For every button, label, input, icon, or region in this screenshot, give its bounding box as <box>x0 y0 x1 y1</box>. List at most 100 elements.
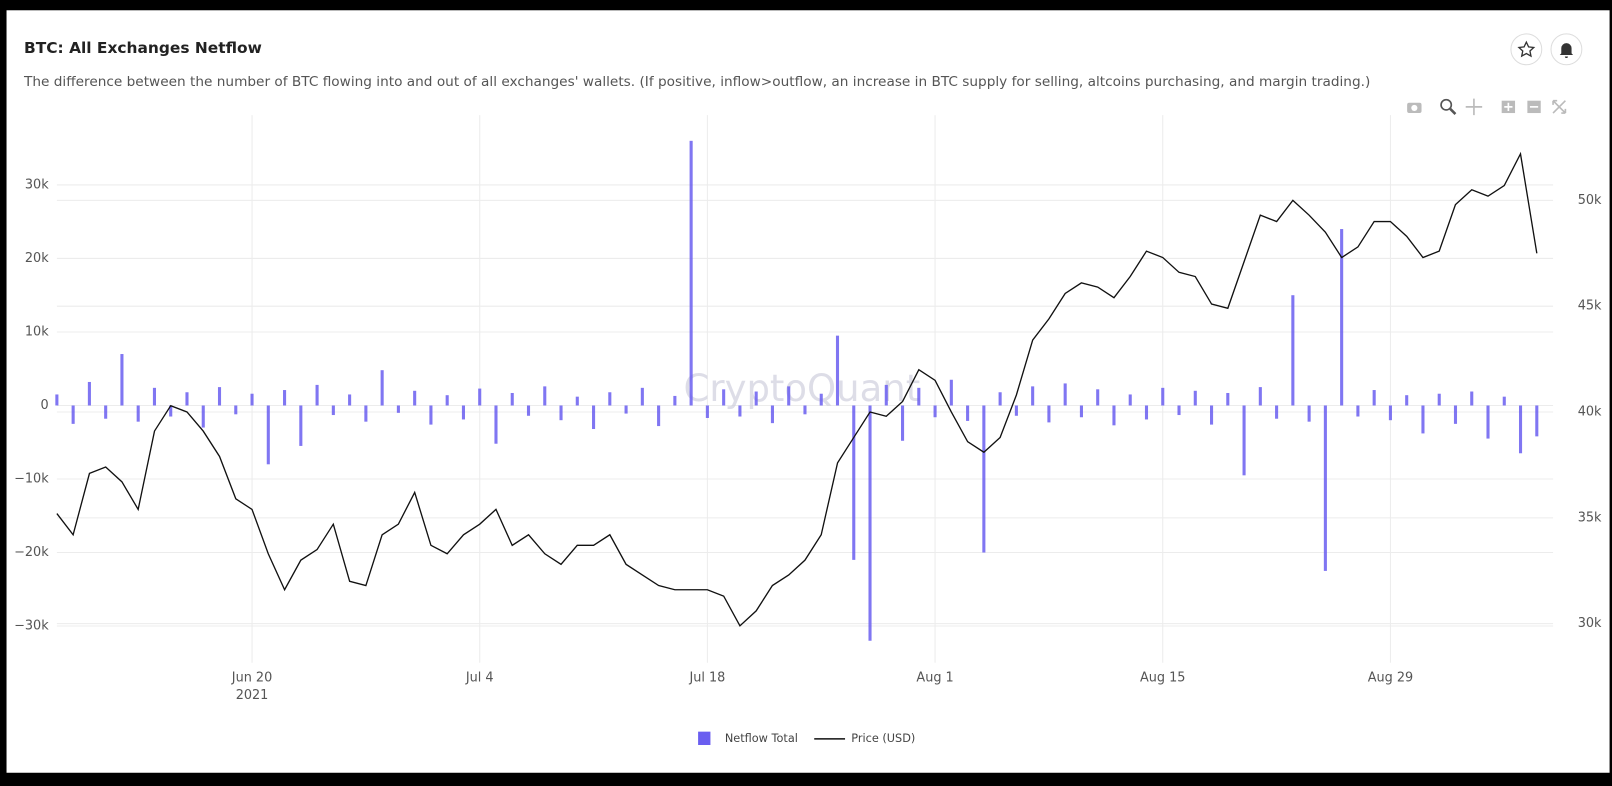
x-tick-label: Aug 1 <box>916 671 953 686</box>
bar <box>1258 387 1262 406</box>
bar <box>87 381 91 406</box>
bar <box>608 392 612 406</box>
bar <box>1210 405 1214 425</box>
bar <box>982 405 986 553</box>
reset-button[interactable] <box>1552 99 1567 114</box>
x-tick-label: Jul 4 <box>465 671 494 686</box>
y-tick-label: 30k <box>25 177 49 192</box>
camera-button[interactable] <box>1407 102 1422 114</box>
bar <box>689 140 693 406</box>
bar <box>1014 405 1018 416</box>
bar <box>543 386 547 406</box>
bar <box>461 405 465 420</box>
legend-label: Price (USD) <box>851 732 915 745</box>
bar <box>71 405 75 424</box>
y-tick-label: −30k <box>14 619 49 634</box>
bar <box>998 392 1002 406</box>
bar <box>1242 405 1246 476</box>
bar <box>1356 405 1360 417</box>
pan-button[interactable] <box>1465 98 1483 116</box>
bar <box>705 405 709 418</box>
bar <box>445 395 449 406</box>
y2-tick-label: 45k <box>1578 299 1602 314</box>
bar <box>673 395 677 406</box>
bar <box>1486 405 1490 439</box>
y2-tick-label: 35k <box>1578 510 1602 525</box>
bar <box>234 405 238 415</box>
bar <box>1177 405 1181 416</box>
bar <box>901 405 905 441</box>
bar <box>1031 386 1035 406</box>
bar <box>738 405 742 417</box>
bar <box>299 405 303 446</box>
y2-tick-label: 30k <box>1578 616 1602 631</box>
bar <box>1096 389 1100 406</box>
bar <box>494 405 498 444</box>
bar <box>1421 405 1425 434</box>
bar <box>1323 405 1327 571</box>
bar <box>396 405 400 413</box>
bar <box>1128 394 1132 406</box>
bar <box>1079 405 1083 418</box>
y-tick-label: −20k <box>14 545 49 560</box>
bar <box>575 396 579 406</box>
price-line <box>56 151 1538 627</box>
bar <box>868 405 872 641</box>
bar <box>1535 405 1539 437</box>
bar <box>1275 405 1279 419</box>
bar <box>770 405 774 424</box>
bar <box>380 370 384 406</box>
bar <box>1340 229 1344 406</box>
y-tick-label: −10k <box>14 472 49 487</box>
bar <box>933 405 937 418</box>
x-tick-label: Aug 15 <box>1140 671 1185 686</box>
y2-tick-label: 50k <box>1578 193 1602 208</box>
bar <box>152 387 157 406</box>
zoom-out-button[interactable] <box>1527 100 1541 114</box>
bar <box>169 405 173 417</box>
bar <box>787 386 791 406</box>
zoom-in-button[interactable] <box>1501 100 1516 114</box>
bar <box>1063 383 1067 406</box>
bar <box>803 405 807 415</box>
bar <box>331 405 335 416</box>
bar <box>510 392 514 406</box>
y-tick-label: 20k <box>25 251 49 266</box>
x-tick-label: Aug 29 <box>1368 671 1413 686</box>
legend-swatch <box>698 731 711 746</box>
bar <box>1405 395 1409 406</box>
bar <box>1437 393 1441 406</box>
chart-subtitle: The difference between the number of BTC… <box>23 74 1370 90</box>
bar <box>283 390 287 406</box>
bar <box>201 405 205 428</box>
bar <box>348 394 352 406</box>
x-tick-label: Jun 20 <box>231 671 272 686</box>
y2-tick-label: 40k <box>1578 405 1602 420</box>
bar <box>1502 396 1506 406</box>
zoom-button[interactable] <box>1440 98 1457 115</box>
bar <box>413 390 417 406</box>
bell-button[interactable] <box>1550 33 1583 66</box>
bar <box>478 388 482 406</box>
x-tick-label: Jul 18 <box>688 671 725 686</box>
bar <box>266 405 270 465</box>
bar <box>55 394 59 406</box>
watermark: CryptoQuant <box>684 367 921 410</box>
bar <box>1307 405 1311 422</box>
bar <box>1372 390 1376 406</box>
x-year-label: 2021 <box>236 688 269 703</box>
bar <box>1193 390 1197 406</box>
bar <box>429 405 433 425</box>
chart-title: BTC: All Exchanges Netflow <box>24 39 262 57</box>
star-button[interactable] <box>1510 33 1543 66</box>
bar <box>917 387 921 406</box>
bar <box>315 384 319 406</box>
bar <box>136 405 140 422</box>
bar <box>1518 405 1523 454</box>
legend-label: Netflow Total <box>725 732 798 745</box>
bar <box>949 379 953 406</box>
bar <box>559 405 563 421</box>
bar <box>1226 392 1230 406</box>
bar <box>185 392 189 406</box>
